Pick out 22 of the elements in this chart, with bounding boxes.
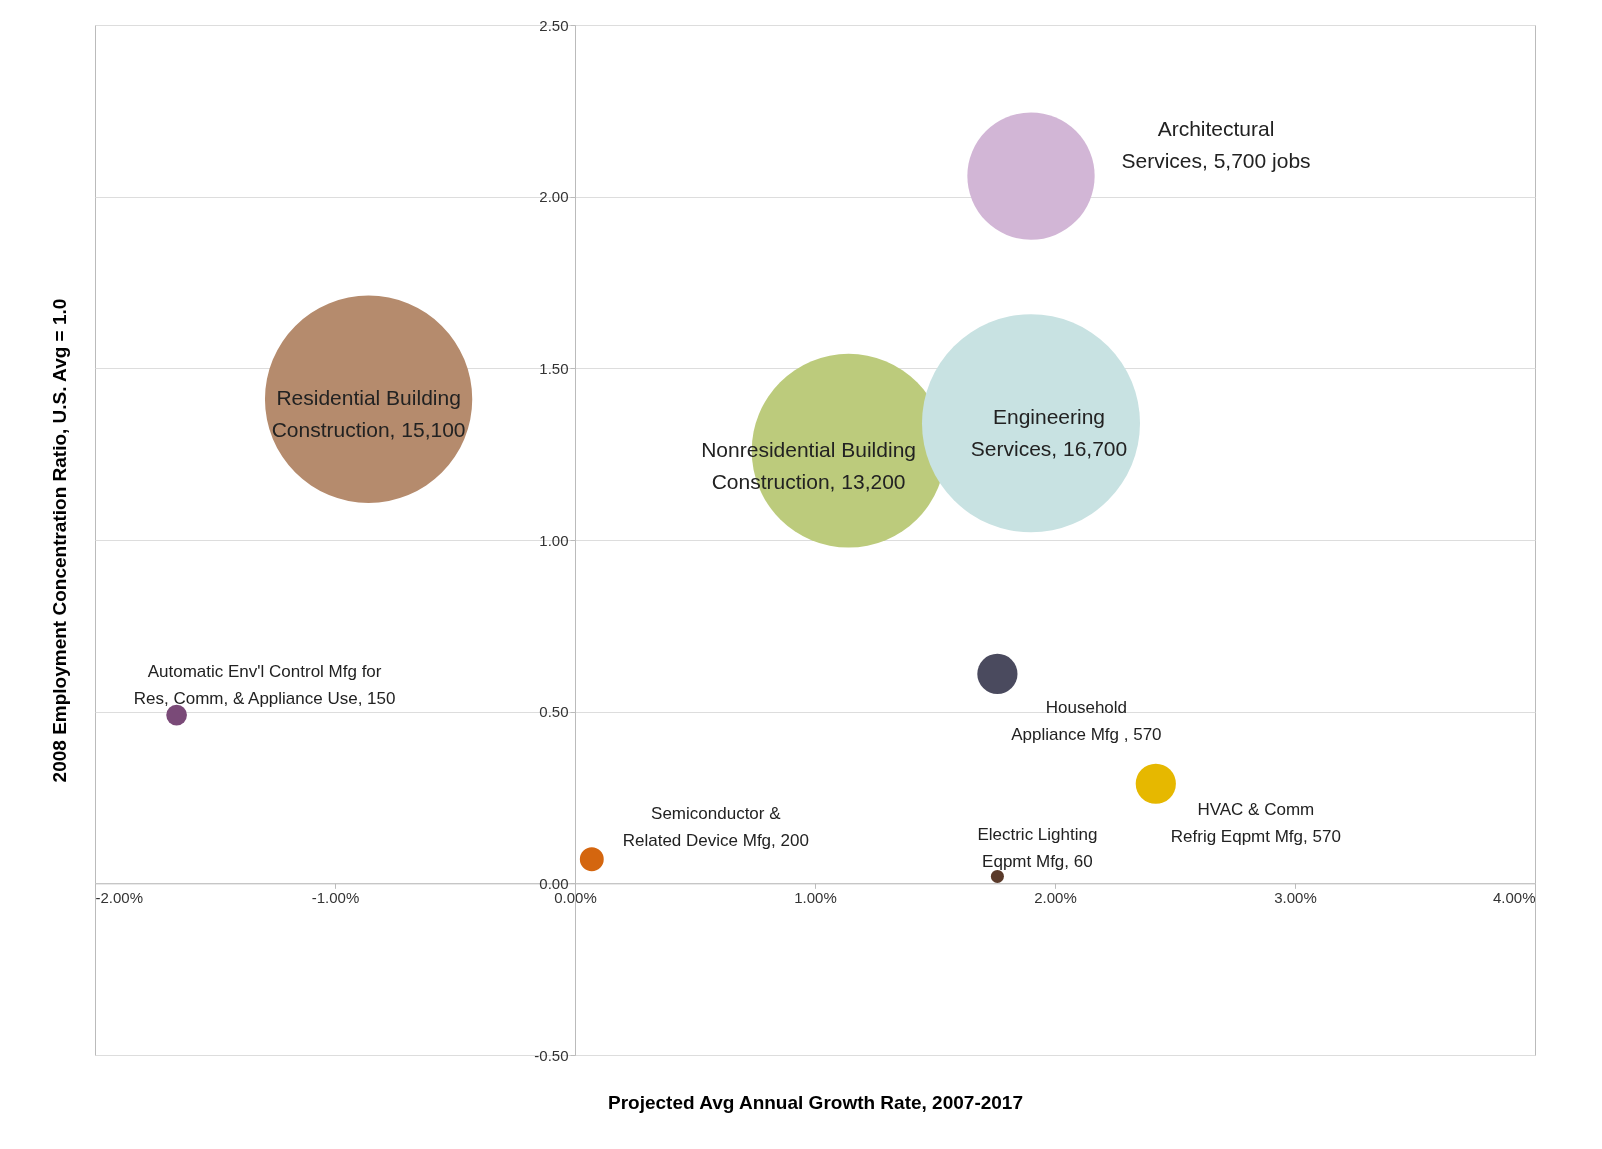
x-tick-label: 2.00% [1034,888,1077,906]
x-tick-label: 4.00% [1492,888,1536,906]
series-label: Residential Building Construction, 15,100 [271,386,466,442]
x-tick-label: -2.00% [95,888,144,906]
x-axis-title: Projected Avg Annual Growth Rate, 2007-2017 [608,1091,1023,1113]
y-tick-label: 1.50 [539,359,569,377]
y-tick-label: 2.50 [539,16,569,34]
series-label: Engineering Services, 16,700 [970,405,1128,461]
series-label: Automatic Env'l Control Mfg for Res, Comm, & Appliance Use, 150 [133,662,396,709]
series-label: Electric Lighting Eqpmt Mfg, 60 [977,825,1098,872]
y-tick-label: 1.00 [539,531,569,549]
y-tick-label: -0.50 [534,1046,569,1064]
series-label: HVAC & Comm Refrig Eqpmt Mfg, 570 [1170,799,1341,846]
series-label: Architectural Services, 5,700 jobs [1121,117,1311,173]
y-axis-title: 2008 Employment Concentration Ratio, U.S. Avg = 1.0 [48,298,70,783]
series-label: Semiconductor & Related Device Mfg, 200 [622,804,809,851]
x-tick-label: 1.00% [794,888,837,906]
series-label: Household Appliance Mfg , 570 [1011,697,1162,744]
y-tick-label: 0.50 [539,703,569,721]
y-tick-label: 2.00 [539,188,569,206]
x-tick-label: 3.00% [1274,888,1317,906]
x-tick-label: -1.00% [311,888,360,906]
